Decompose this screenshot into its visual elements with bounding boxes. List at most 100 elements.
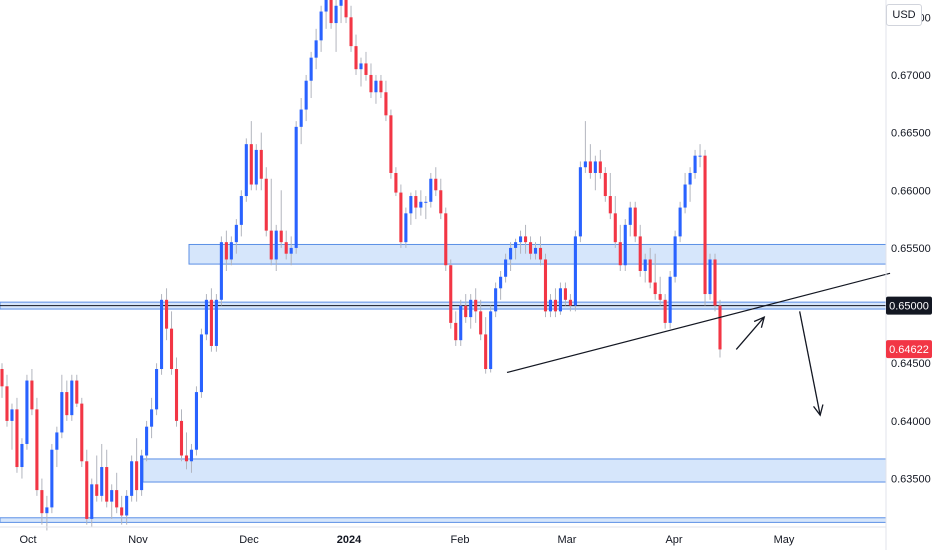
- candle-body: [379, 80, 383, 93]
- candle: [519, 230, 523, 254]
- candle: [638, 224, 642, 277]
- y-tick-label: 0.64000: [891, 416, 931, 428]
- candle-body: [474, 299, 478, 312]
- candle: [229, 236, 233, 266]
- candle-body: [504, 259, 508, 277]
- candle-body: [40, 490, 44, 514]
- candle-body: [608, 196, 612, 214]
- candle: [504, 253, 508, 283]
- candle-body: [359, 63, 363, 70]
- candle-body: [130, 461, 134, 496]
- candle-body: [708, 259, 712, 295]
- candle: [663, 294, 667, 329]
- candle-body: [75, 380, 79, 404]
- candle-body: [10, 409, 14, 421]
- candle: [100, 443, 104, 502]
- candle-body: [100, 467, 104, 496]
- candle-body: [568, 299, 572, 306]
- candle: [414, 190, 418, 220]
- candle-body: [678, 207, 682, 237]
- candle-body: [454, 322, 458, 341]
- candle-body: [603, 172, 607, 197]
- candle-body: [329, 0, 333, 24]
- candle: [613, 196, 617, 248]
- candle: [444, 207, 448, 271]
- candle-body: [105, 467, 109, 502]
- candle: [339, 0, 343, 24]
- candle: [658, 276, 662, 306]
- candle-body: [618, 242, 622, 266]
- candle-body: [598, 161, 602, 173]
- candle-body: [404, 213, 408, 243]
- candle: [80, 397, 84, 468]
- candle: [329, 0, 333, 29]
- candle-body: [349, 17, 353, 47]
- candle-body: [713, 259, 717, 306]
- candle: [0, 363, 4, 398]
- y-tick-label: 0.65500: [891, 243, 931, 255]
- candle: [399, 184, 403, 248]
- candle: [419, 190, 423, 216]
- candle: [169, 311, 174, 375]
- time-axis[interactable]: Oct Nov Dec 2024 Feb Mar Apr May: [19, 534, 794, 546]
- candle: [199, 328, 203, 398]
- x-tick-label: 2024: [337, 534, 362, 546]
- candle-body: [414, 196, 418, 208]
- candle: [115, 472, 119, 514]
- candle-body: [519, 236, 523, 243]
- candle: [633, 201, 637, 243]
- candle-body: [653, 282, 657, 295]
- candle-body: [439, 190, 443, 214]
- candles: [0, 0, 722, 531]
- currency-button[interactable]: USD: [886, 4, 922, 26]
- candle: [150, 397, 154, 439]
- candle-body: [394, 172, 398, 193]
- candle-body: [85, 461, 89, 519]
- candle-body: [164, 299, 169, 329]
- candle: [189, 443, 194, 473]
- x-tick-label: Apr: [665, 534, 682, 546]
- price-label: 0.64622: [886, 340, 932, 359]
- candle-body: [209, 299, 213, 346]
- candle: [209, 288, 213, 352]
- candle: [469, 294, 473, 329]
- candle: [179, 409, 184, 462]
- candle: [269, 178, 273, 266]
- candle-body: [214, 299, 218, 346]
- candle: [239, 190, 243, 237]
- candle-body: [334, 5, 338, 24]
- candle: [309, 51, 313, 99]
- candle-body: [120, 507, 124, 516]
- candle: [593, 155, 597, 191]
- candle: [648, 247, 652, 289]
- candle-body: [50, 449, 54, 508]
- candle: [140, 449, 144, 496]
- candle: [404, 207, 408, 248]
- candle: [384, 80, 388, 122]
- candle: [214, 294, 218, 352]
- candle-body: [299, 109, 303, 127]
- candle-body: [533, 247, 538, 254]
- x-tick-label: May: [774, 534, 795, 546]
- price-label-text: 0.64622: [889, 344, 929, 356]
- zone-rect: [188, 243, 887, 265]
- price-axis[interactable]: 0.63500 0.64000 0.64500 0.65000 0.65500 0.660…: [891, 12, 931, 485]
- price-label-bg: [886, 340, 932, 359]
- candle: [120, 495, 124, 525]
- candle-body: [5, 386, 9, 421]
- candle: [20, 438, 24, 479]
- candle: [85, 449, 89, 525]
- candle-body: [553, 299, 558, 312]
- candle: [713, 253, 717, 312]
- candle-body: [80, 403, 84, 462]
- candle-body: [479, 311, 483, 335]
- candle: [509, 242, 513, 271]
- candle-body: [354, 46, 358, 70]
- candle-body: [234, 224, 238, 243]
- candle: [718, 299, 722, 358]
- candle-body: [364, 63, 368, 75]
- candle: [174, 357, 179, 427]
- price-label-text: 0.65000: [889, 301, 929, 313]
- candle: [314, 28, 318, 70]
